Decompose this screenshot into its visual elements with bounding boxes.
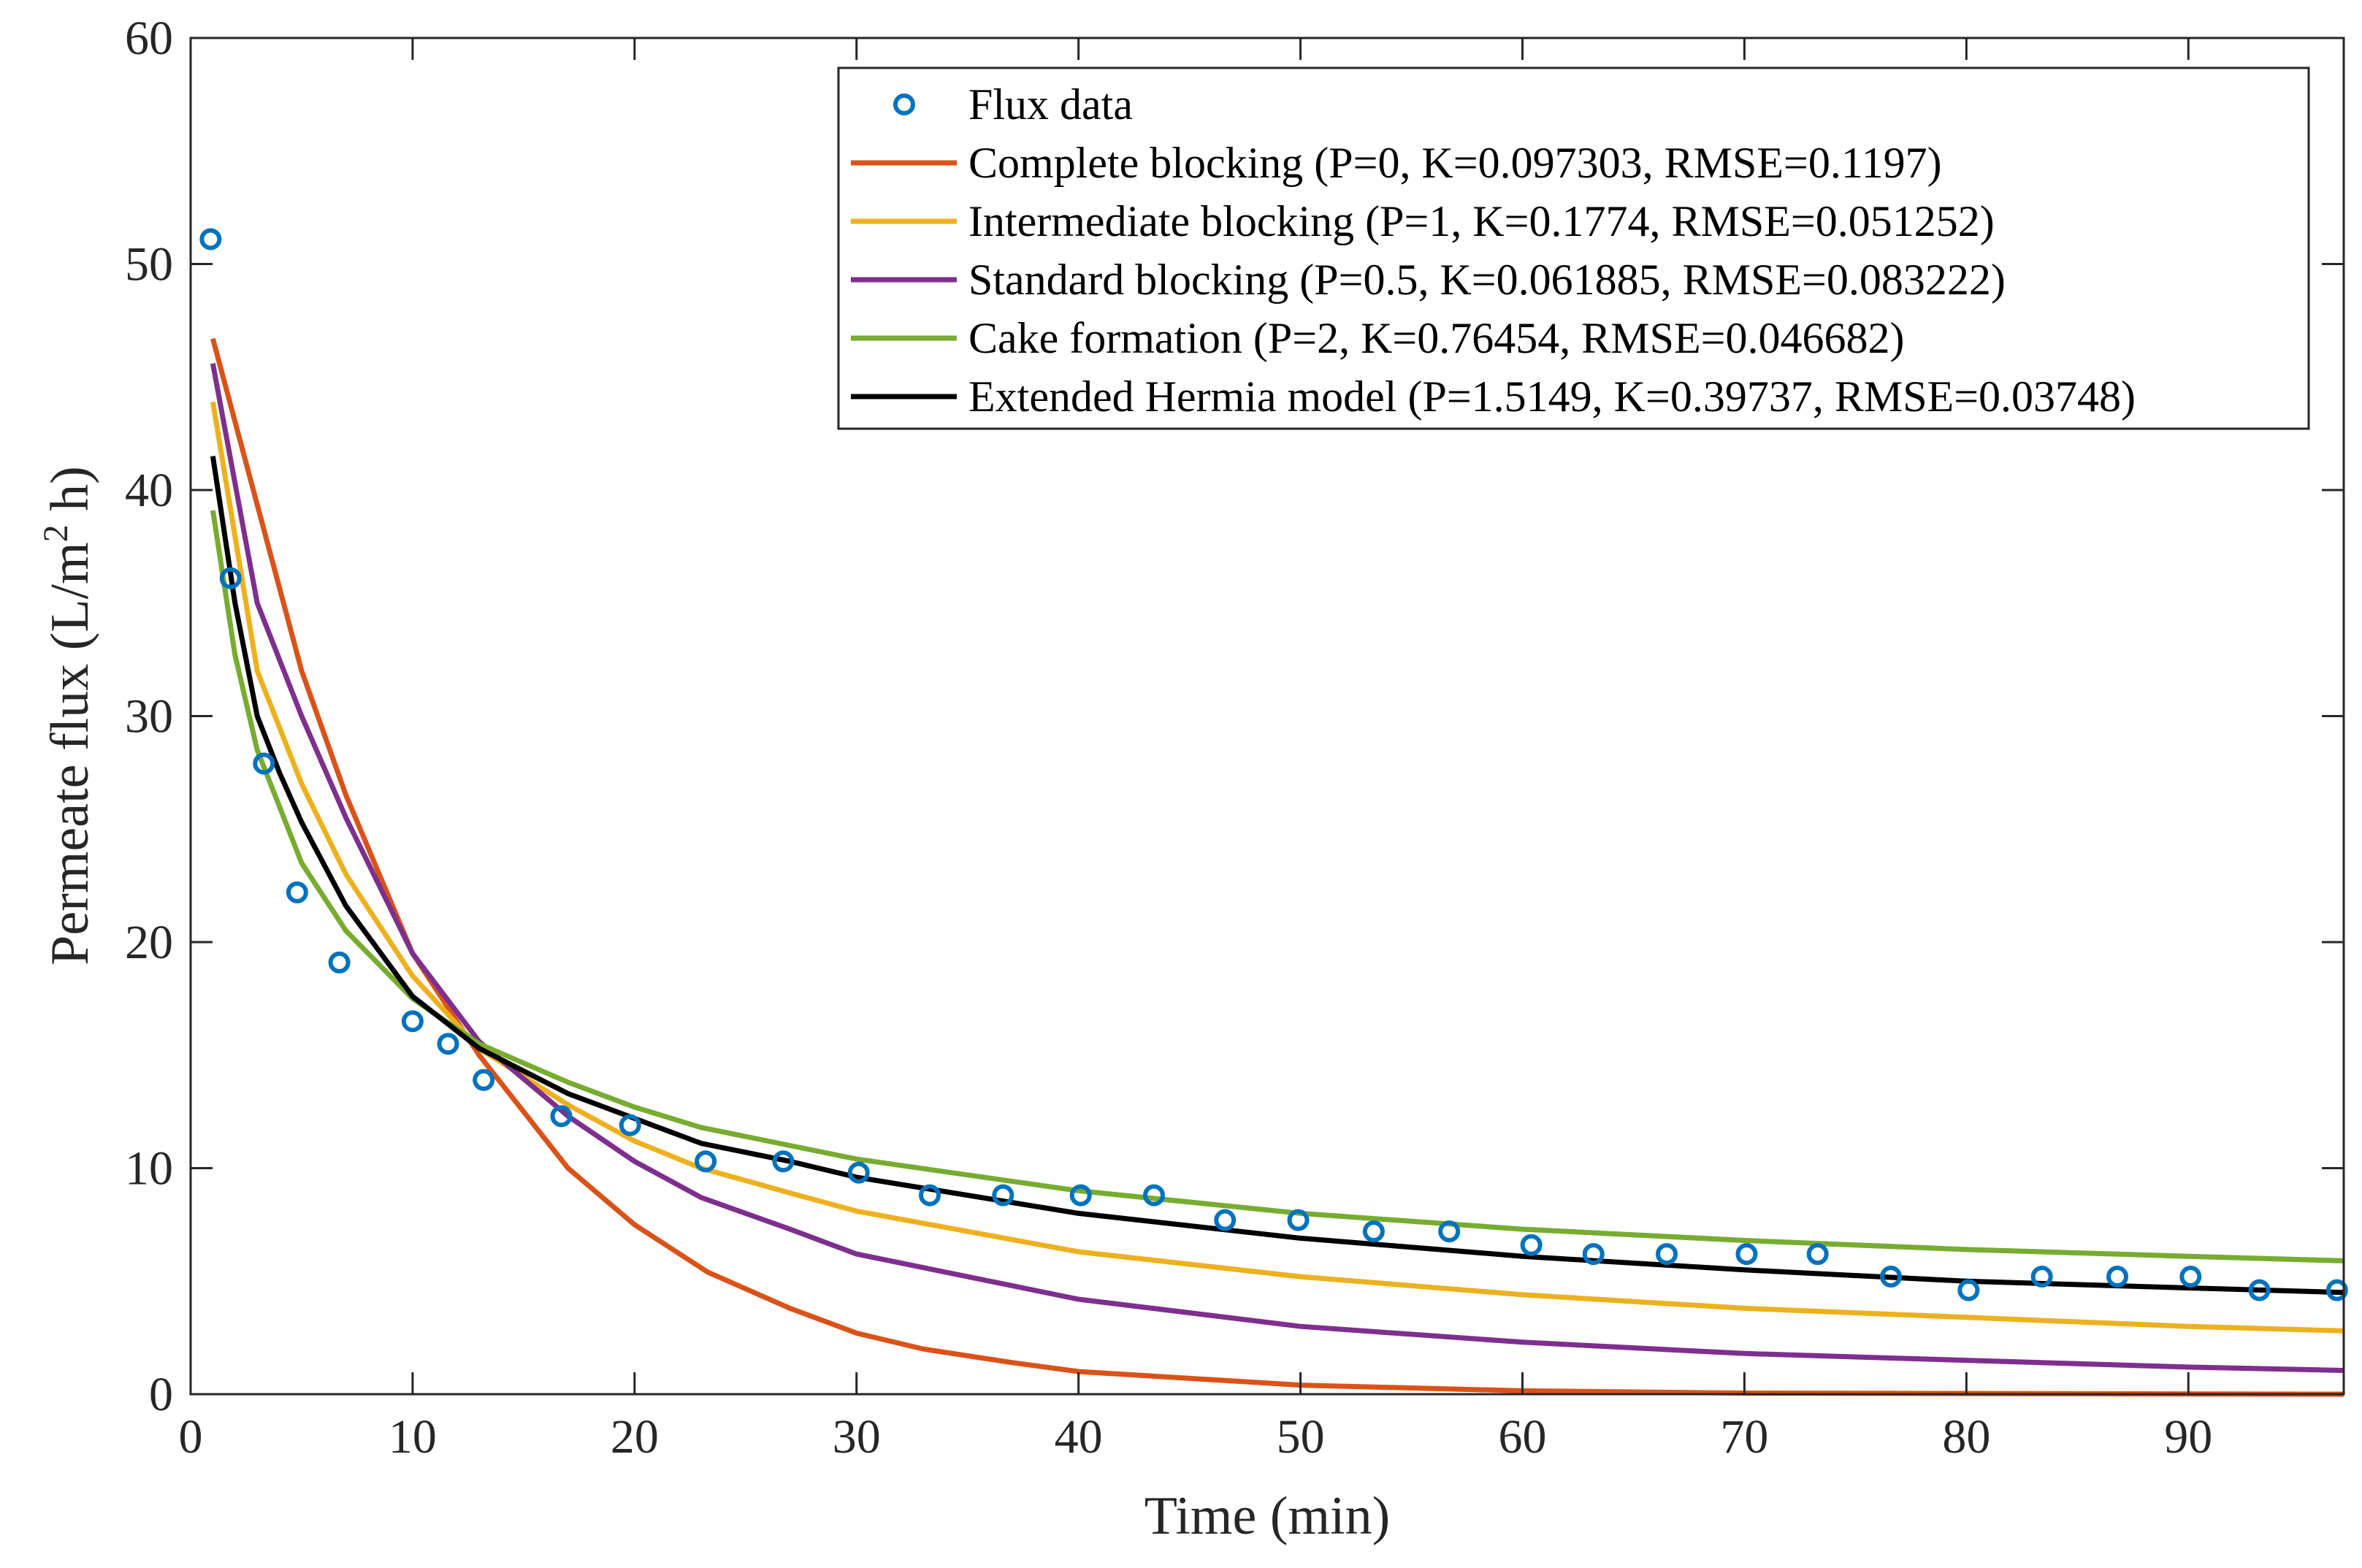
legend-label: Flux data: [968, 80, 1133, 129]
plot-marks: [199, 228, 2348, 1397]
flux-data-point: [1656, 1243, 1678, 1266]
series-line-1: [210, 401, 2344, 1334]
x-tick-label: 30: [833, 1410, 881, 1464]
legend-label: Complete blocking (P=0, K=0.097303, RMSE…: [968, 139, 1942, 187]
flux-data-point: [1806, 1243, 1829, 1266]
y-axis-label: Permeate flux (L/m2 h): [37, 466, 100, 965]
x-tick-label: 60: [1499, 1410, 1547, 1464]
x-tick-label: 90: [2164, 1410, 2212, 1464]
x-axis-label: Time (min): [1144, 1486, 1390, 1546]
y-tick-label: 60: [125, 12, 173, 65]
y-tick-label: 50: [125, 238, 173, 291]
legend-label: Extended Hermia model (P=1.5149, K=0.397…: [968, 372, 2136, 421]
legend-marker-flux: [893, 93, 915, 115]
flux-data-point: [1582, 1243, 1605, 1266]
flux-data-point: [1438, 1220, 1461, 1243]
flux-data-point: [199, 228, 222, 251]
flux-data-point: [2248, 1279, 2271, 1301]
flux-data-point: [328, 951, 351, 974]
flux-data-point: [473, 1068, 495, 1091]
y-tick-label: 0: [149, 1368, 173, 1421]
flux-data-point: [219, 567, 242, 589]
flux-data-point: [437, 1033, 459, 1055]
flux-data-point: [992, 1184, 1014, 1206]
flux-data-point: [1069, 1184, 1092, 1206]
flux-data-point: [1287, 1209, 1310, 1231]
flux-data-point: [919, 1184, 941, 1206]
x-tick-label: 40: [1055, 1410, 1103, 1464]
y-tick-label: 10: [125, 1142, 173, 1196]
y-tick-label: 20: [125, 916, 173, 969]
x-tick-label: 0: [179, 1410, 203, 1464]
flux-data-point: [1520, 1234, 1543, 1256]
legend-label: Standard blocking (P=0.5, K=0.061885, RM…: [968, 256, 2006, 304]
flux-data-point: [695, 1150, 717, 1173]
flux-data-point: [1735, 1243, 1758, 1266]
flux-data-point: [772, 1150, 795, 1173]
flux-data-point: [286, 881, 308, 903]
flux-data-point: [1957, 1279, 1980, 1301]
flux-data-point: [2106, 1266, 2129, 1288]
flux-data-point: [550, 1105, 573, 1128]
flux-data-point: [619, 1114, 641, 1136]
flux-data-point: [2030, 1266, 2053, 1288]
series-line-4: [210, 456, 2344, 1296]
legend: Flux data Complete blocking (P=0, K=0.097…: [837, 66, 2310, 430]
axis-ticks: 0 10 20 30 40 50 60 70 80 90 0 10 20 30 40 50 60: [125, 12, 2344, 1464]
x-tick-label: 10: [389, 1410, 437, 1464]
flux-data-point: [1880, 1266, 1903, 1288]
series-line-3: [210, 510, 2344, 1263]
flux-data-point: [847, 1161, 870, 1184]
flux-data-point: [1143, 1184, 1166, 1206]
legend-label: Cake formation (P=2, K=0.76454, RMSE=0.0…: [968, 314, 1904, 362]
x-tick-label: 70: [1720, 1410, 1768, 1464]
flux-data-point: [1362, 1220, 1385, 1243]
series-line-0: [210, 337, 2344, 1397]
x-tick-label: 80: [1942, 1410, 1990, 1464]
flux-data-point: [253, 752, 275, 775]
flux-data-point: [2179, 1266, 2202, 1288]
x-tick-label: 20: [611, 1410, 659, 1464]
flux-data-point: [401, 1010, 424, 1033]
y-tick-label: 40: [125, 464, 173, 517]
flux-data-point: [1214, 1209, 1237, 1231]
legend-box: [837, 66, 2310, 430]
series-line-2: [210, 363, 2344, 1373]
y-tick-label: 30: [125, 690, 173, 743]
flux-data-point: [2325, 1279, 2348, 1301]
x-tick-label: 50: [1277, 1410, 1325, 1464]
legend-label: Intermediate blocking (P=1, K=0.1774, RM…: [968, 197, 1995, 245]
